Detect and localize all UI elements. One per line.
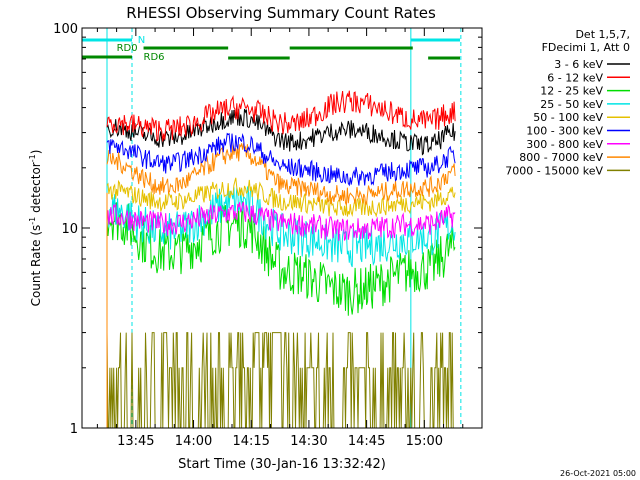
x-tick-label-4: 14:45 [348,434,385,449]
series-line-2 [106,201,456,316]
y-axis-label-end: ) [29,150,43,155]
legend-label-8: 7000 - 15000 keV [505,164,603,177]
y-tick-label-0: 100 [53,22,78,37]
y-tick-label-1: 10 [61,222,78,237]
y-axis: 100 10 1 [53,22,482,437]
y-axis-label-sup1: -1 [28,217,37,225]
x-tick-label-3: 14:30 [290,434,327,449]
x-axis-label: Start Time (30-Jan-16 13:32:42) [178,457,386,472]
series-line-4 [106,177,456,218]
series-line-5 [106,132,456,187]
y-tick-label-2: 1 [70,422,78,437]
legend-label-3: 25 - 50 keV [540,98,603,111]
legend-label-6: 300 - 800 keV [526,138,603,151]
y-axis-label-sup2: -1 [28,154,37,162]
series-line-8 [106,332,456,429]
series-line-6 [106,201,456,241]
y-axis-label-mid: detector [29,162,43,217]
y-axis-label: Count Rate (s-1 detector-1) [28,150,43,307]
x-tick-label-2: 14:15 [232,434,269,449]
legend-header-0: Det 1,5,7, [575,28,630,41]
timestamp: 26-Oct-2021 05:00 [560,469,636,478]
series-line-1 [106,90,456,142]
legend-label-1: 6 - 12 keV [547,71,603,84]
annotation-rd0: RD0 [117,43,138,54]
legend-header-1: FDecimi 1, Att 0 [542,41,630,54]
legend-label-0: 3 - 6 keV [554,58,603,71]
legend-label-7: 800 - 7000 keV [519,151,603,164]
annotation-n: N [138,35,145,46]
annotation-rd6: RD6 [144,52,165,63]
legend-label-2: 12 - 25 keV [540,85,603,98]
x-axis: 13:45 14:00 14:15 14:30 14:45 15:00 [96,28,464,449]
legend-label-4: 50 - 100 keV [533,111,603,124]
x-tick-label-5: 15:00 [406,434,443,449]
chart-title: RHESSI Observing Summary Count Rates [126,4,436,22]
series-line-7 [106,143,456,206]
y-axis-label-main: Count Rate (s [29,225,43,307]
legend-label-5: 100 - 300 keV [526,125,603,138]
x-tick-label-0: 13:45 [117,434,154,449]
x-tick-label-1: 14:00 [175,434,212,449]
